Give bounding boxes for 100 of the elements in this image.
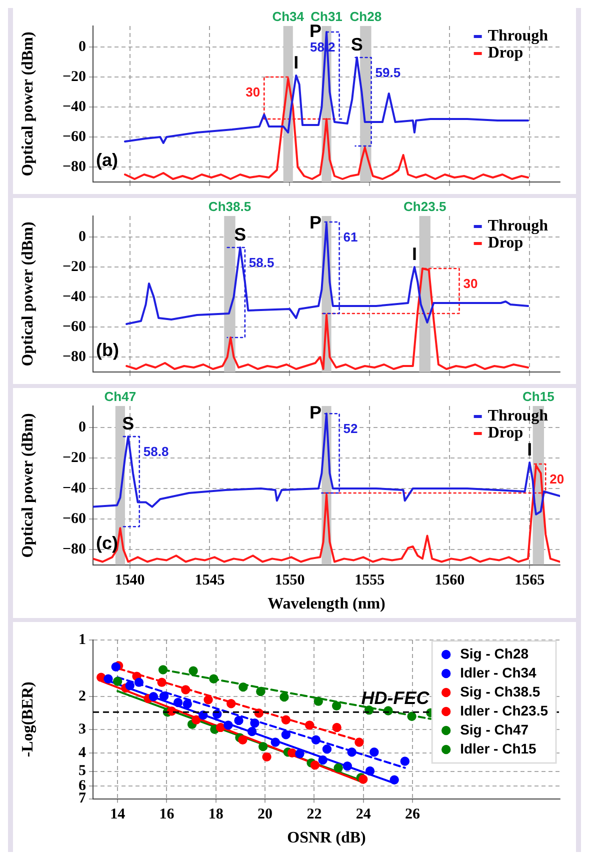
y-tick-label: 0 xyxy=(78,38,86,55)
x-tick-label: 26 xyxy=(405,806,421,823)
x-tick-label: 18 xyxy=(208,806,224,823)
annotation: S xyxy=(234,224,246,244)
annotation: (c) xyxy=(96,532,118,553)
series-label: 52 xyxy=(343,421,358,436)
point xyxy=(181,685,190,694)
point xyxy=(104,674,113,684)
y-tick-label: 0 xyxy=(78,419,86,436)
annotation: P xyxy=(309,402,322,423)
annotation: (b) xyxy=(96,340,119,360)
y-tick-label: 1 xyxy=(78,632,86,648)
point xyxy=(314,696,323,706)
point xyxy=(262,752,272,762)
point xyxy=(311,735,321,744)
point xyxy=(256,686,266,696)
x-tick-label: 1540 xyxy=(114,572,145,589)
point xyxy=(192,715,201,724)
series-label: 61 xyxy=(343,230,358,245)
band-label: Ch47 xyxy=(104,389,136,404)
series-label: 59.5 xyxy=(375,65,401,80)
point xyxy=(310,760,320,770)
point xyxy=(157,678,166,687)
point xyxy=(204,695,213,704)
legend-label: Through xyxy=(488,408,548,425)
point xyxy=(400,756,410,766)
point xyxy=(332,701,342,710)
y-tick-label: −80 xyxy=(62,158,86,175)
annotation: S xyxy=(350,34,363,54)
y-tick-label: −80 xyxy=(62,348,86,365)
point xyxy=(370,748,379,757)
band-label: Ch23.5 xyxy=(404,199,446,214)
annotation: I xyxy=(294,52,299,72)
point xyxy=(347,748,356,757)
y-tick-label: 7 xyxy=(78,790,86,807)
point xyxy=(247,726,257,736)
y-tick-label: 0 xyxy=(78,228,86,245)
x-tick-label: 14 xyxy=(110,806,126,823)
y-tick-label: 4 xyxy=(78,745,86,762)
y-tick-label: −80 xyxy=(62,541,86,558)
point xyxy=(407,712,416,721)
point xyxy=(364,705,374,715)
point xyxy=(188,666,198,676)
point xyxy=(209,674,218,684)
point xyxy=(148,692,158,702)
band-label: Ch28 xyxy=(350,9,382,24)
point xyxy=(322,744,332,754)
point xyxy=(295,749,304,758)
point xyxy=(238,682,248,692)
point xyxy=(365,766,375,776)
point xyxy=(158,665,168,674)
legend-label: Drop xyxy=(488,424,524,442)
annotation: I xyxy=(412,244,417,264)
point xyxy=(270,738,280,747)
point xyxy=(280,692,289,702)
x-tick-label: 1560 xyxy=(434,572,465,589)
legend-label: Sig - Ch38.5 xyxy=(460,683,540,700)
annotation: (a) xyxy=(96,150,118,170)
x-tick-label: 1550 xyxy=(274,572,305,589)
point xyxy=(216,722,226,732)
y-tick-label: −20 xyxy=(62,258,86,275)
x-tick-label: 20 xyxy=(258,806,273,823)
point xyxy=(159,692,169,701)
legend-label: Idler - Ch23.5 xyxy=(460,702,548,718)
point xyxy=(250,718,260,728)
annotation: S xyxy=(122,414,134,434)
legend-label: Sig - Ch47 xyxy=(460,721,529,738)
point xyxy=(258,742,268,752)
legend-label: Sig - Ch28 xyxy=(460,645,529,662)
x-axis-title: Wavelength (nm) xyxy=(268,596,386,613)
point xyxy=(281,730,291,740)
point xyxy=(287,748,297,758)
x-tick-label: 16 xyxy=(159,806,175,823)
point xyxy=(173,698,183,708)
y-axis-title: Optical power (dBm) xyxy=(20,413,37,558)
y-tick-label: −60 xyxy=(62,128,86,145)
series-label: 58.8 xyxy=(143,444,169,460)
series-label: 30 xyxy=(246,84,260,100)
legend-label: Idler - Ch34 xyxy=(460,664,537,680)
point xyxy=(318,755,328,765)
x-tick-label: 22 xyxy=(306,806,322,823)
x-tick-label: 1545 xyxy=(194,572,225,589)
point xyxy=(224,720,233,730)
legend-label: Idler - Ch15 xyxy=(460,740,537,756)
point xyxy=(332,722,342,732)
annotation: P xyxy=(309,212,322,232)
point xyxy=(134,678,144,687)
y-tick-label: −40 xyxy=(62,288,86,305)
legend-label: Through xyxy=(488,218,548,235)
legend-label: Through xyxy=(488,28,548,45)
point xyxy=(238,735,248,744)
series-label: 30 xyxy=(463,276,478,292)
point xyxy=(342,762,352,771)
x-tick-label: 24 xyxy=(356,806,372,823)
annotation: I xyxy=(527,439,532,460)
ref-line-label: HD-FEC xyxy=(361,688,430,708)
legend-label: Drop xyxy=(488,234,524,252)
y-tick-label: −40 xyxy=(62,98,86,115)
point xyxy=(334,763,343,772)
series-label: 20 xyxy=(550,472,564,487)
